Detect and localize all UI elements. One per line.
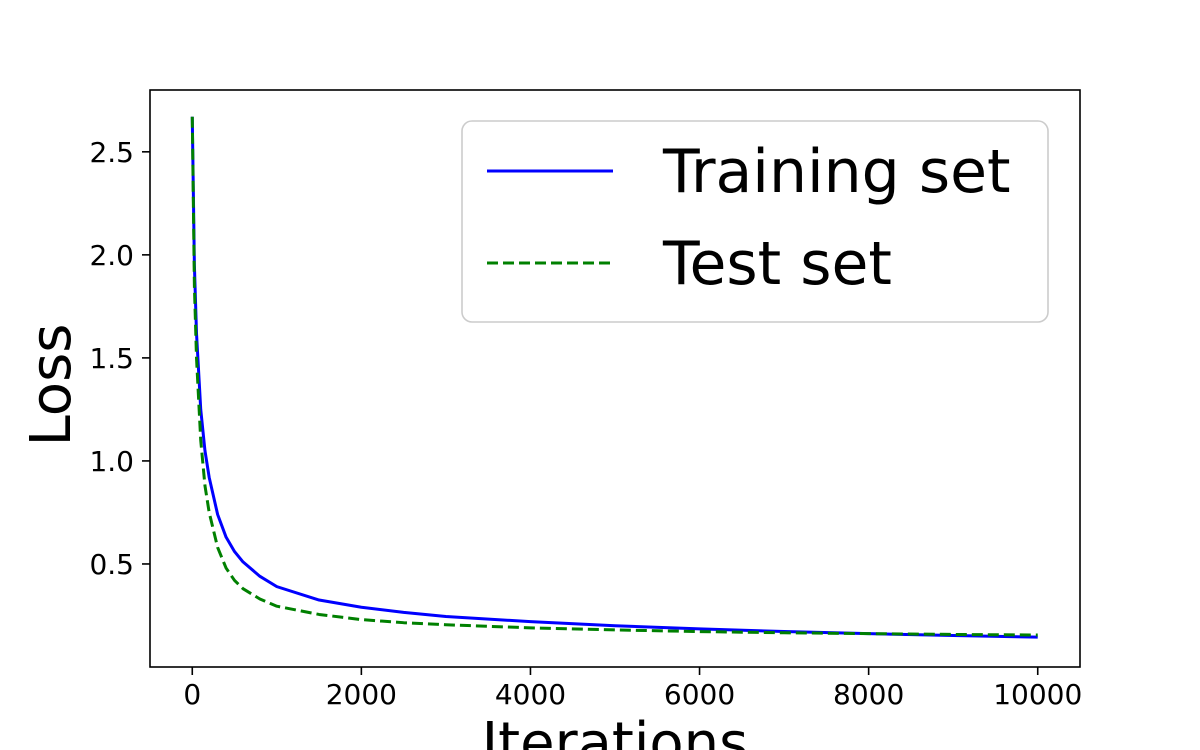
x-tick-label: 6000 [664,678,735,711]
y-tick-label: 1.5 [89,342,134,375]
x-axis-ticks: 0 2000 4000 6000 8000 10000 [183,667,1082,711]
y-tick-label: 0.5 [89,548,134,581]
x-axis-label: Iterations [482,711,749,750]
x-tick-label: 8000 [833,678,904,711]
test-set-line [190,116,1038,637]
y-axis-label: Loss [19,324,84,447]
legend-label-test: Test set [662,229,892,299]
series-layer [190,116,1038,639]
plot-frame [149,89,1081,668]
legend: Training set Test set [461,120,1049,323]
y-tick-label: 1.0 [89,445,134,478]
y-axis-ticks: 0.5 1.0 1.5 2.0 2.5 [89,136,150,581]
x-tick-label: 0 [183,678,201,711]
y-tick-label: 2.0 [89,239,134,272]
training-set-line [190,116,1038,639]
x-tick-label: 4000 [495,678,566,711]
legend-label-training: Training set [662,137,1011,207]
x-tick-label: 10000 [993,678,1082,711]
x-tick-label: 2000 [326,678,397,711]
y-tick-label: 2.5 [89,136,134,169]
